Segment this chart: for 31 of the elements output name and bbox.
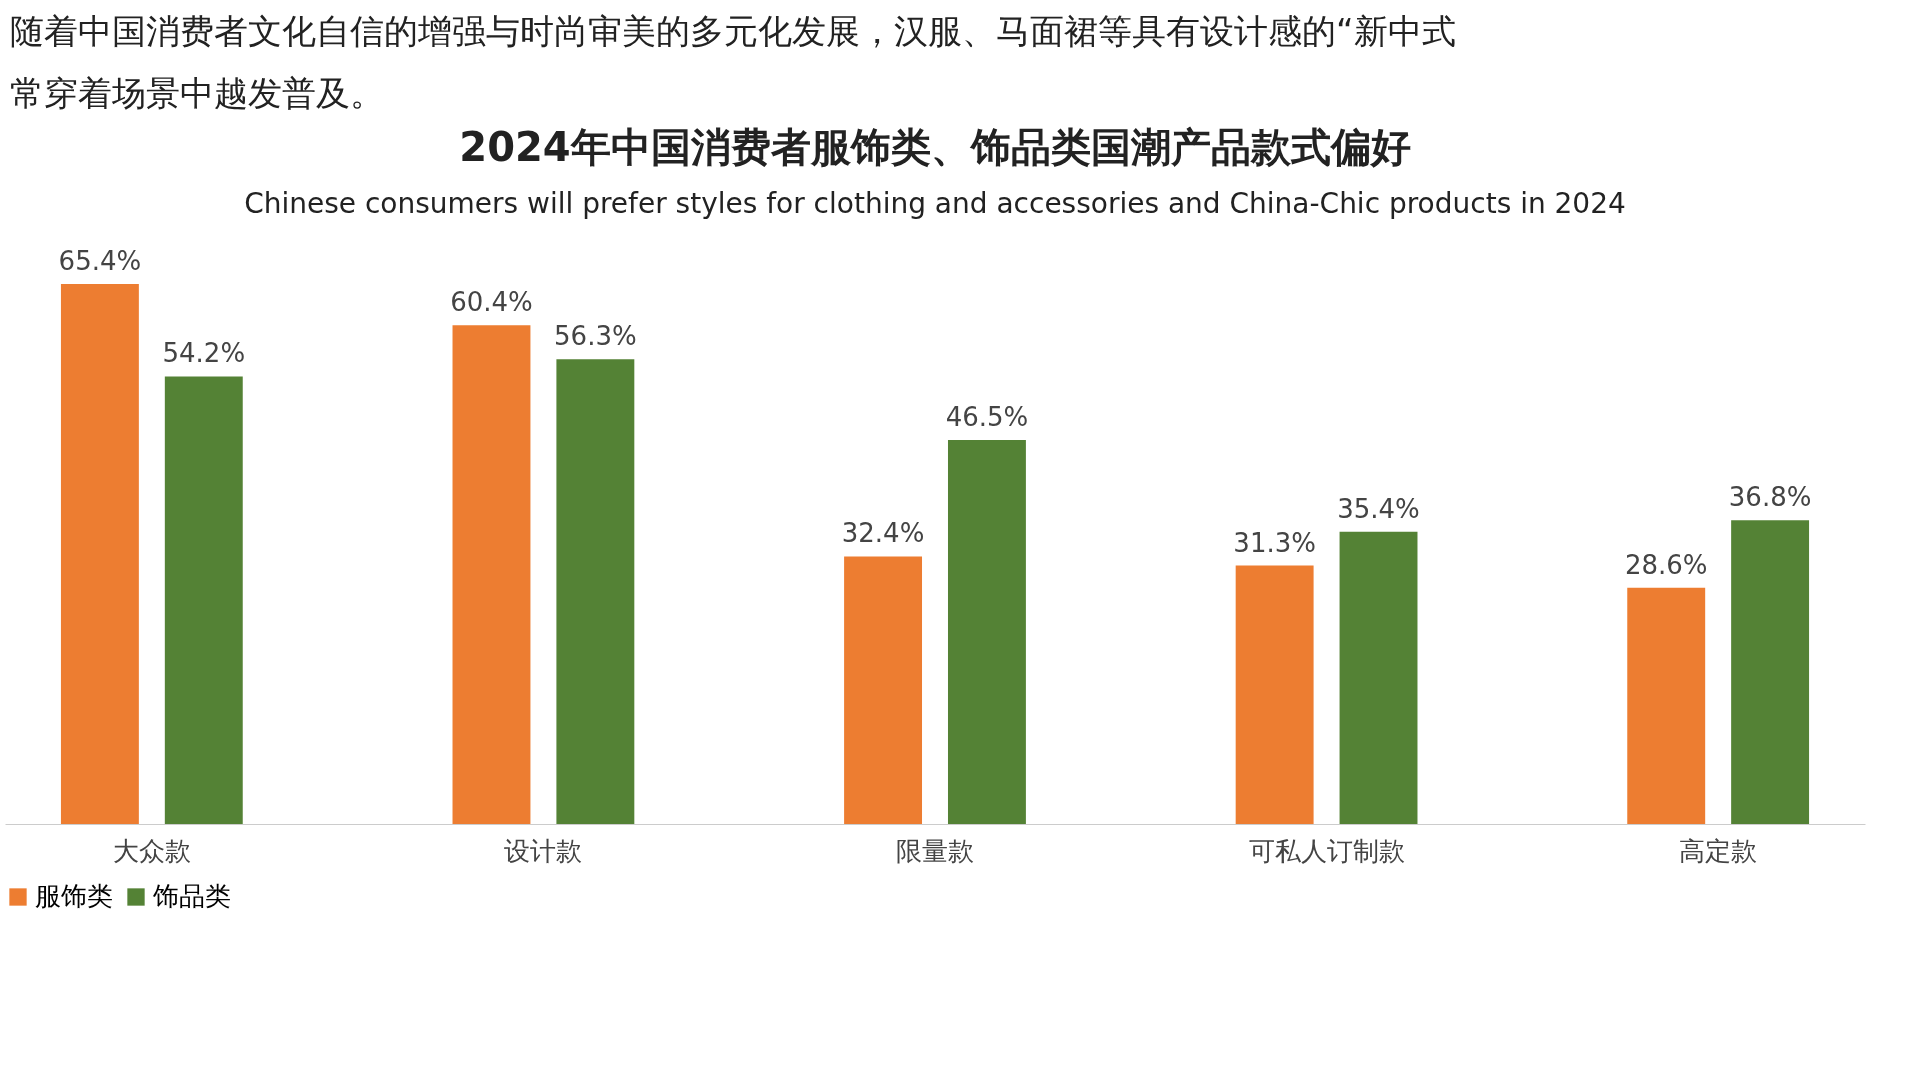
text: 随着中国消费者文化自信的增强与时尚审美的多元化发展，汉服、马面裙等具有设计感的“新中式 — [9, 10, 1457, 53]
chart-title: 2024年中国消费者服饰类、饰品类国潮产品款式偏好 — [459, 124, 1411, 170]
bar — [556, 359, 635, 824]
x-tick-label: 可私人订制款 — [1248, 835, 1405, 866]
data-label: 35.4% — [1337, 493, 1420, 524]
x-tick-label: 设计款 — [504, 835, 583, 866]
chart-subtitle: Chinese consumers will prefer styles for clothing and accessories and China-Chic products in 2024 — [244, 187, 1626, 220]
bar — [1731, 520, 1810, 824]
bar — [947, 440, 1026, 824]
data-label: 54.2% — [162, 338, 246, 369]
legend-label: 饰品类 — [152, 881, 231, 911]
data-label: 28.6% — [1624, 549, 1708, 580]
data-label: 65.4% — [58, 246, 142, 276]
text: 常穿着场景中越发普及。 — [9, 72, 385, 115]
data-label: 32.4% — [841, 518, 925, 549]
bar — [60, 284, 139, 824]
bar — [1627, 587, 1706, 824]
bar — [844, 556, 923, 824]
legend-label: 服饰类 — [35, 881, 113, 911]
bar — [1235, 565, 1314, 824]
data-label: 56.3% — [554, 321, 637, 352]
x-tick-label: 大众款 — [112, 835, 191, 866]
data-label: 31.3% — [1233, 527, 1316, 558]
bar — [164, 376, 243, 824]
data-label: 36.8% — [1728, 482, 1812, 513]
x-tick-label: 高定款 — [1679, 835, 1758, 866]
bar — [452, 325, 531, 824]
bar — [1339, 531, 1418, 824]
x-tick-label: 限量款 — [896, 835, 974, 866]
data-label: 46.5% — [945, 402, 1029, 433]
data-label: 60.4% — [450, 287, 533, 318]
